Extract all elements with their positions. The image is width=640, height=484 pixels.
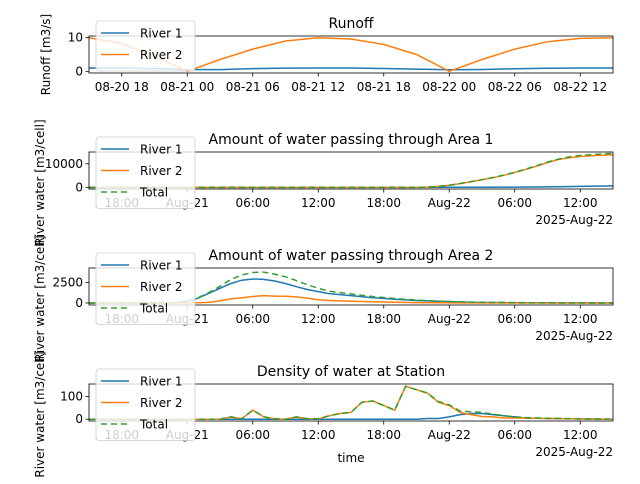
series-line-total bbox=[89, 385, 613, 420]
legend-label: River 1 bbox=[140, 27, 183, 41]
y-tick-label: 0 bbox=[75, 180, 83, 194]
series-line-total bbox=[89, 152, 613, 189]
x-tick-label: 08-22 06 bbox=[488, 80, 542, 94]
y-tick-label: 0 bbox=[75, 296, 83, 310]
y-axis-label: River water [m3/cell] bbox=[33, 235, 47, 361]
x-tick-label: Aug-22 bbox=[428, 428, 471, 442]
x-tick-label: 06:00 bbox=[497, 312, 532, 326]
x-tick-label: Aug-22 bbox=[428, 312, 471, 326]
x-tick-label: 12:00 bbox=[301, 428, 336, 442]
legend: River 1 River 2 bbox=[95, 20, 196, 72]
legend-label: River 2 bbox=[140, 164, 183, 178]
axes-frame bbox=[88, 383, 614, 422]
x-tick-label: 08-22 12 bbox=[553, 80, 607, 94]
x-tick-label: 08-21 12 bbox=[291, 80, 345, 94]
x-tick-label: 08-21 18 bbox=[357, 80, 411, 94]
y-tick-label: 0 bbox=[75, 64, 83, 78]
legend: River 1 River 2 Total bbox=[95, 136, 196, 209]
series-line-total bbox=[89, 271, 613, 304]
x-offset-label: 2025-Aug-22 bbox=[535, 329, 613, 343]
x-tick-label: 12:00 bbox=[563, 196, 598, 210]
chart-panel-4: 010018:00Aug-2106:0012:0018:00Aug-2206:0… bbox=[33, 351, 614, 478]
y-tick-label: 100 bbox=[60, 389, 83, 403]
legend: River 1 River 2 Total bbox=[95, 368, 196, 441]
x-tick-label: 12:00 bbox=[301, 196, 336, 210]
x-tick-label: 06:00 bbox=[235, 312, 270, 326]
x-tick-label: Aug-22 bbox=[428, 196, 471, 210]
x-tick-label: 12:00 bbox=[563, 428, 598, 442]
y-tick-label: 10000 bbox=[45, 157, 83, 171]
chart-title: Amount of water passing through Area 1 bbox=[209, 132, 494, 148]
chart-panel-2: 01000018:00Aug-2106:0012:0018:00Aug-2206… bbox=[33, 119, 614, 246]
legend-label: River 2 bbox=[140, 48, 183, 62]
x-tick-label: 18:00 bbox=[366, 312, 401, 326]
x-tick-label: 18:00 bbox=[366, 428, 401, 442]
legend-label: River 2 bbox=[140, 396, 183, 410]
legend-label: River 1 bbox=[140, 259, 183, 273]
x-tick-label: 12:00 bbox=[563, 312, 598, 326]
x-tick-label: 08-21 06 bbox=[226, 80, 280, 94]
chart-panel-3: 0250018:00Aug-2106:0012:0018:00Aug-2206:… bbox=[33, 235, 614, 362]
x-tick-label: 08-21 00 bbox=[160, 80, 214, 94]
y-axis-label: River water [m3/cell] bbox=[33, 351, 47, 477]
x-tick-label: 18:00 bbox=[366, 196, 401, 210]
axes-frame bbox=[88, 35, 614, 74]
x-offset-label: 2025-Aug-22 bbox=[535, 445, 613, 459]
legend-label: River 1 bbox=[140, 143, 183, 157]
chart-title: Runoff bbox=[328, 16, 373, 32]
chart-title: Amount of water passing through Area 2 bbox=[209, 248, 494, 264]
y-axis-label: Runoff [m3/s] bbox=[39, 14, 53, 95]
x-tick-label: 06:00 bbox=[235, 428, 270, 442]
legend: River 1 River 2 Total bbox=[95, 252, 196, 325]
chart-panel-1: 0 10 08-20 18 08-21 00 08-21 06 08-21 12 08-21… bbox=[39, 14, 614, 95]
x-tick-label: 12:00 bbox=[301, 312, 336, 326]
y-axis-label: River water [m3/cell] bbox=[33, 119, 47, 245]
y-tick-label: 0 bbox=[75, 412, 83, 426]
legend-label: Total bbox=[139, 302, 168, 316]
x-tick-label: 06:00 bbox=[497, 428, 532, 442]
series-line-river-2 bbox=[89, 294, 613, 304]
x-offset-label: 2025-Aug-22 bbox=[535, 213, 613, 227]
y-tick-label: 2500 bbox=[52, 276, 83, 290]
legend-label: River 1 bbox=[140, 375, 183, 389]
legend-label: River 2 bbox=[140, 280, 183, 294]
x-tick-label: 08-22 00 bbox=[422, 80, 476, 94]
x-tick-label: 08-20 18 bbox=[95, 80, 149, 94]
legend-label: Total bbox=[139, 418, 168, 432]
chart-title: Density of water at Station bbox=[257, 364, 445, 380]
axes-frame bbox=[88, 267, 614, 306]
legend-label: Total bbox=[139, 186, 168, 200]
x-tick-label: 06:00 bbox=[235, 196, 270, 210]
x-axis-label: time bbox=[337, 451, 364, 465]
axes-frame bbox=[88, 151, 614, 190]
x-tick-label: 06:00 bbox=[497, 196, 532, 210]
y-tick-label: 10 bbox=[68, 31, 83, 45]
